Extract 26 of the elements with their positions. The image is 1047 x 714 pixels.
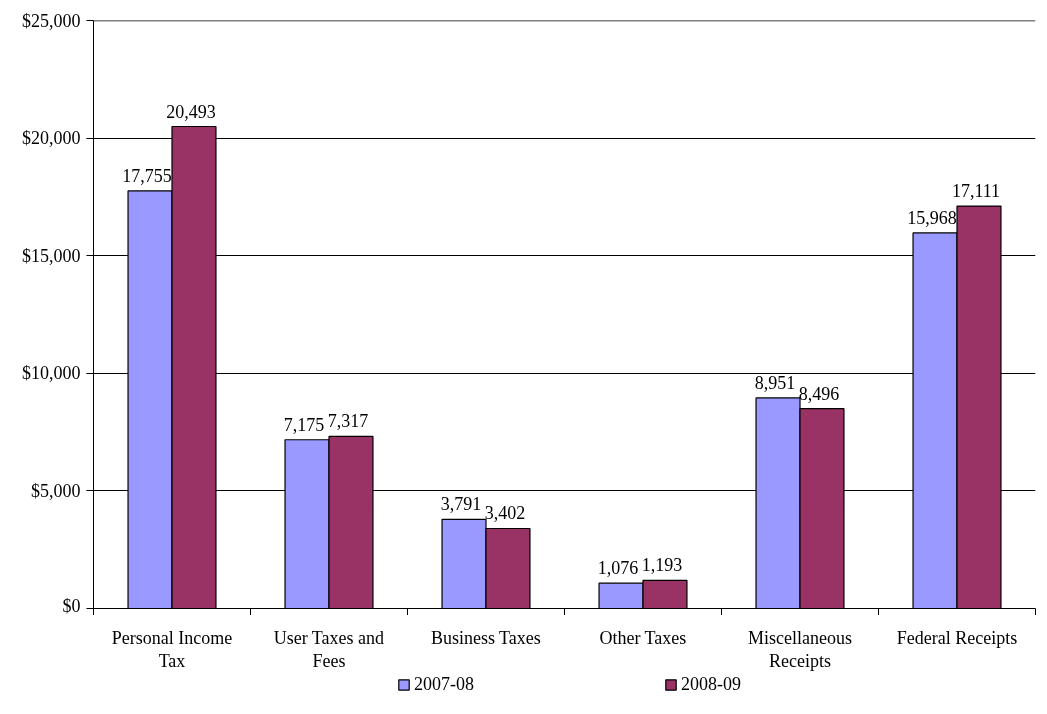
y-tick-label: $25,000 bbox=[22, 10, 81, 31]
y-tick-label: $10,000 bbox=[22, 363, 81, 384]
data-label: 7,175 bbox=[283, 414, 325, 435]
x-tick-label: Business Taxes bbox=[430, 627, 541, 648]
y-tick-label: $5,000 bbox=[31, 480, 81, 501]
x-tick-label: Federal Receipts bbox=[896, 627, 1018, 648]
data-label: 7,317 bbox=[327, 411, 369, 432]
x-tick-label: Other Taxes bbox=[599, 627, 687, 648]
x-tick-label: Miscellaneous Receipts bbox=[748, 627, 852, 671]
legend-label: 2008-09 bbox=[681, 674, 741, 695]
data-label: 3,402 bbox=[484, 503, 526, 524]
data-label: 8,951 bbox=[754, 372, 796, 393]
x-tick-label: Personal Income Tax bbox=[111, 627, 233, 671]
y-tick-label: $0 bbox=[62, 595, 81, 616]
data-label: 1,076 bbox=[597, 558, 639, 579]
data-label: 3,791 bbox=[440, 494, 482, 515]
legend-label: 2007-08 bbox=[414, 674, 474, 695]
data-label: 1,193 bbox=[641, 555, 683, 576]
data-label: 8,496 bbox=[798, 383, 840, 404]
x-tick-label: User Taxes and Fees bbox=[273, 627, 385, 671]
data-label: 15,968 bbox=[907, 207, 957, 228]
y-tick-label: $20,000 bbox=[22, 128, 81, 149]
data-label: 17,755 bbox=[122, 165, 172, 186]
y-tick-label: $15,000 bbox=[22, 245, 81, 266]
data-label: 17,111 bbox=[951, 181, 1001, 202]
data-label: 20,493 bbox=[166, 101, 216, 122]
